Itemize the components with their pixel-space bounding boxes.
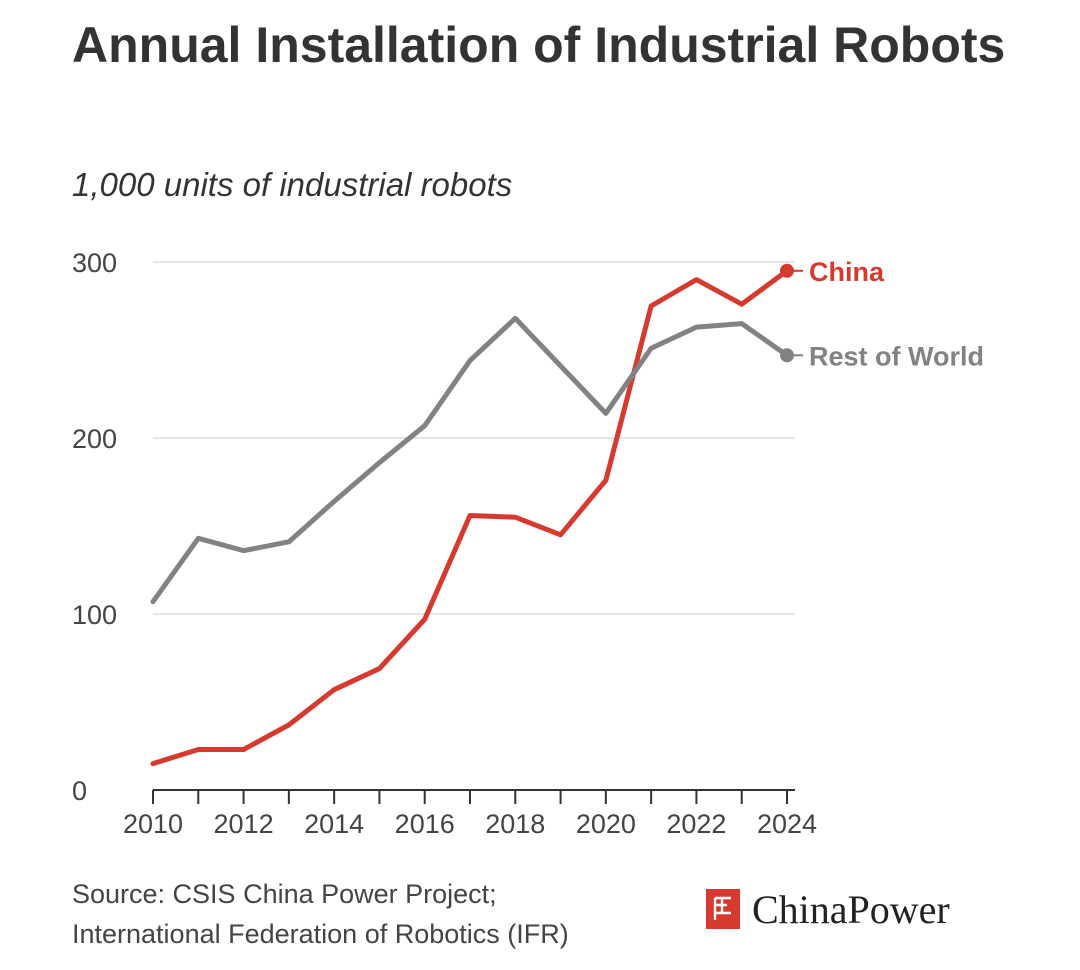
logo-text: ChinaPower (752, 886, 950, 932)
series-line-china (150, 268, 790, 767)
series-line-rest-of-world (150, 315, 790, 605)
series-end-marker-china (780, 263, 794, 278)
chart-subtitle: 1,000 units of industrial robots (72, 166, 513, 203)
chinapower-logo: ChinaPower (706, 886, 950, 932)
x-tick-label-2016: 2016 (395, 809, 455, 839)
x-tick-label-2020: 2020 (576, 809, 636, 839)
grid-layer (153, 261, 795, 615)
x-tick-label-2010: 2010 (123, 809, 183, 839)
source-line-1: Source: CSIS China Power Project; (72, 879, 497, 909)
x-tick-label-2022: 2022 (666, 809, 726, 839)
x-tick-label-2024: 2024 (757, 809, 817, 839)
x-tick-label-2014: 2014 (304, 809, 364, 839)
x-tick-label-2012: 2012 (214, 809, 274, 839)
series-end-marker-rest-of-world (780, 348, 794, 363)
axis-layer: 0 100 200 300 2010 2012 2014 2016 2018 2020 2022 20… (72, 248, 817, 839)
label-layer: China Rest of World (793, 257, 984, 371)
y-tick-label-300: 300 (72, 248, 117, 278)
chart-title: Annual Installation of Industrial Robots (72, 17, 1006, 73)
y-tick-label-0: 0 (72, 776, 87, 806)
y-tick-label-100: 100 (72, 600, 117, 630)
series-layer (150, 263, 794, 767)
x-tick-label-2018: 2018 (485, 809, 545, 839)
source-line-2: International Federation of Robotics (IF… (72, 919, 569, 949)
y-tick-label-200: 200 (72, 424, 117, 454)
series-label-china: China (809, 257, 885, 287)
series-label-rest-of-world: Rest of World (809, 341, 984, 371)
chinapower-logo-icon (706, 889, 740, 929)
source-note: Source: CSIS China Power Project; Intern… (72, 874, 569, 954)
